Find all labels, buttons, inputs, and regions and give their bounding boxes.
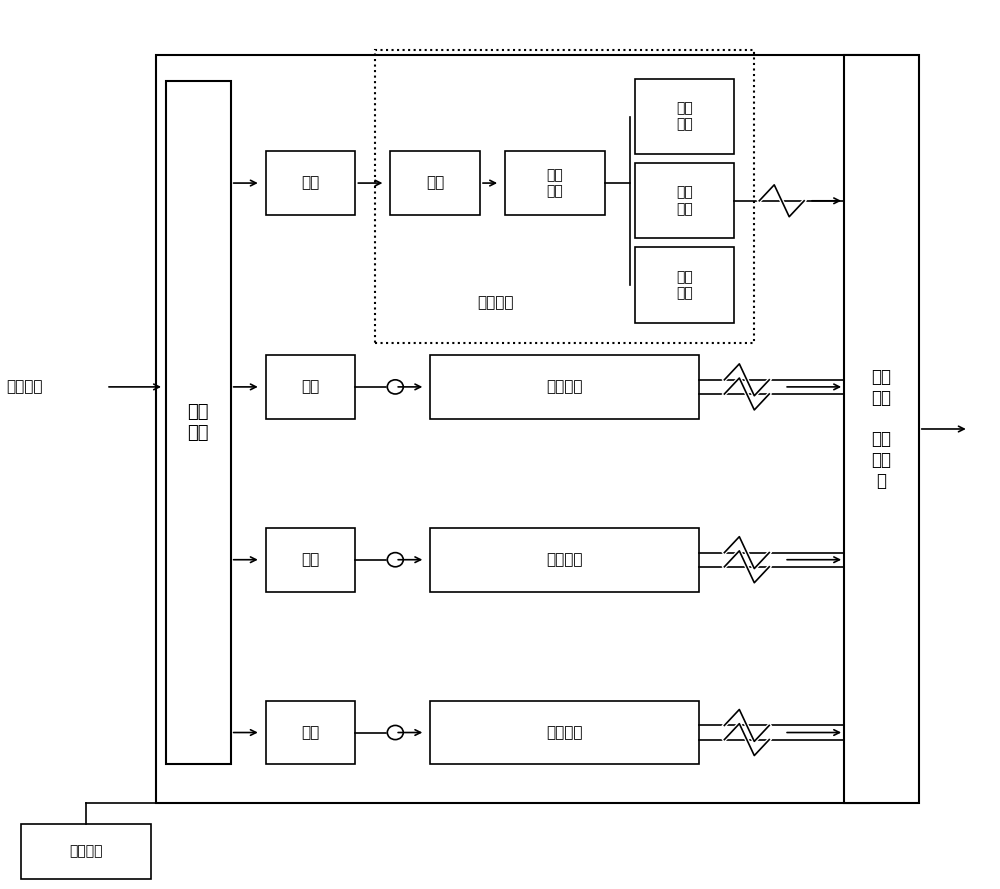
Text: 基带处理: 基带处理 bbox=[477, 295, 513, 310]
Text: 变量更新: 变量更新 bbox=[69, 845, 103, 858]
Bar bbox=[390, 151, 480, 215]
Bar bbox=[21, 824, 151, 878]
Text: 基带处理: 基带处理 bbox=[547, 380, 583, 395]
Bar bbox=[375, 50, 754, 342]
Text: 相位
同步: 相位 同步 bbox=[676, 270, 693, 300]
Text: 匹配
滤波: 匹配 滤波 bbox=[546, 168, 563, 198]
Bar bbox=[430, 701, 699, 765]
Text: 缓冲: 缓冲 bbox=[301, 380, 320, 395]
Circle shape bbox=[387, 725, 403, 740]
Text: 差分
解码

及串
并转
换: 差分 解码 及串 并转 换 bbox=[871, 368, 891, 490]
Bar bbox=[635, 79, 734, 155]
Bar bbox=[505, 151, 605, 215]
Text: 时钟
同步: 时钟 同步 bbox=[676, 101, 693, 132]
Bar bbox=[266, 355, 355, 419]
Text: 采样
分配: 采样 分配 bbox=[188, 403, 209, 442]
Bar bbox=[844, 54, 919, 804]
Text: 数据
同步: 数据 同步 bbox=[676, 186, 693, 216]
Bar bbox=[266, 701, 355, 765]
Bar bbox=[166, 81, 231, 764]
Text: 基带处理: 基带处理 bbox=[547, 552, 583, 567]
Circle shape bbox=[387, 553, 403, 567]
Bar bbox=[430, 355, 699, 419]
Bar bbox=[430, 528, 699, 591]
Text: 中频信号: 中频信号 bbox=[6, 380, 43, 395]
Bar bbox=[635, 163, 734, 238]
Text: 缓冲: 缓冲 bbox=[301, 175, 320, 190]
Bar bbox=[266, 528, 355, 591]
Text: 缓冲: 缓冲 bbox=[301, 552, 320, 567]
Text: 鉴相: 鉴相 bbox=[426, 175, 444, 190]
Text: 基带处理: 基带处理 bbox=[547, 725, 583, 740]
Text: 缓冲: 缓冲 bbox=[301, 725, 320, 740]
Circle shape bbox=[387, 380, 403, 394]
Bar bbox=[156, 54, 869, 804]
Bar bbox=[635, 247, 734, 323]
Bar bbox=[266, 151, 355, 215]
